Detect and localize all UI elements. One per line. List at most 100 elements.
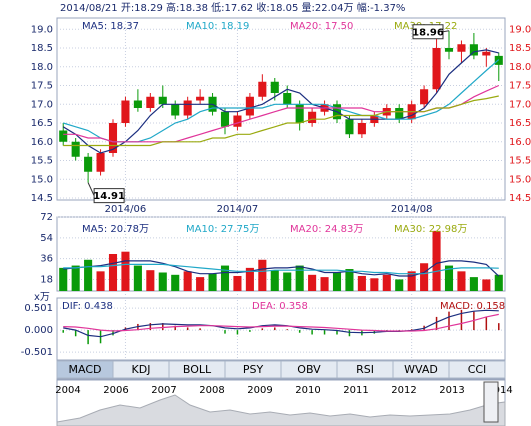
legend-item: MA30: 22.98万 — [394, 224, 467, 235]
tab-label[interactable]: WVAD — [404, 363, 438, 376]
header: 2014/08/21 开:18.29 高:18.38 低:17.62 收:18.… — [60, 1, 405, 14]
y-tick-label: 18.5 — [31, 43, 53, 54]
volume-bar — [258, 259, 267, 291]
y-tick-label: 54 — [40, 233, 53, 244]
range-handle[interactable] — [483, 381, 499, 423]
candle-body — [220, 111, 230, 127]
legend-item: DIF: 0.438 — [62, 301, 113, 312]
macd-line — [63, 309, 499, 338]
y-tick-label: 0.501 — [24, 303, 53, 314]
volume-bar — [469, 277, 478, 291]
candle-body — [59, 130, 68, 142]
candle-body — [121, 100, 130, 123]
y2-tick-label: 15.5 — [509, 156, 531, 167]
tab-label[interactable]: PSY — [243, 363, 264, 376]
tab-label[interactable]: KDJ — [132, 363, 151, 376]
volume-bar — [444, 265, 454, 291]
year-label: 2014 — [487, 385, 512, 396]
candle-body — [258, 81, 267, 97]
volume-unit: x万 — [34, 292, 50, 303]
volume-bar — [146, 270, 155, 291]
volume-bar — [183, 271, 192, 291]
volume-bar — [208, 273, 217, 291]
y-tick-label: 17.0 — [31, 99, 53, 110]
y-tick-label: 14.5 — [31, 193, 53, 204]
legend-item: MA10: 27.75万 — [186, 224, 259, 235]
candle-body — [482, 51, 491, 56]
volume-bar — [395, 279, 404, 291]
year-label: 2009 — [247, 385, 272, 396]
volume-bar — [320, 277, 329, 291]
volume-bar — [457, 271, 466, 291]
candle-body — [158, 96, 167, 105]
y2-tick-label: 15.0 — [509, 174, 531, 185]
volume-bar — [233, 275, 242, 291]
tab-label[interactable]: OBV — [297, 363, 321, 376]
y-tick-label: 19.0 — [31, 24, 53, 35]
legend-item: MA5: 20.78万 — [82, 224, 149, 235]
candle-body — [308, 111, 317, 123]
volume-bar — [171, 274, 180, 291]
candle-body — [295, 104, 304, 123]
candle-body — [96, 153, 105, 172]
volume-bar — [59, 267, 68, 291]
year-label: 2013 — [439, 385, 464, 396]
volume-bar — [370, 278, 379, 291]
tab-label[interactable]: MACD — [69, 363, 102, 376]
volume-bar — [270, 270, 279, 291]
annotation-box — [93, 188, 125, 204]
candle-body — [270, 81, 279, 93]
ma-line — [63, 95, 499, 147]
volume-bar — [432, 230, 441, 291]
candle-body — [420, 89, 429, 105]
legend-item: MA10: 18.19 — [186, 21, 249, 32]
year-label: 2007 — [151, 385, 176, 396]
volume-ma-line — [63, 260, 500, 277]
ma-line — [62, 49, 499, 154]
y-tick-label: 18 — [40, 274, 53, 285]
legend-item: MA20: 17.50 — [290, 21, 353, 32]
candle-body — [84, 156, 93, 172]
y2-tick-label: 18.0 — [509, 62, 531, 73]
year-label: 2010 — [295, 385, 320, 396]
legend-item: MA5: 18.37 — [82, 21, 139, 32]
candle-body — [457, 44, 466, 52]
year-label: 2008 — [199, 385, 224, 396]
candle-body — [357, 123, 366, 135]
tab-label[interactable]: RSI — [356, 363, 374, 376]
tab-label[interactable]: BOLL — [183, 363, 212, 376]
candle-body — [71, 141, 80, 157]
y-tick-label: 17.5 — [31, 81, 53, 92]
volume-bar — [96, 271, 105, 291]
volume-bar — [283, 272, 292, 291]
volume-bar — [482, 279, 491, 291]
volume-bar — [345, 269, 354, 291]
annotation: 18.96 — [412, 27, 444, 38]
volume-bar — [420, 263, 429, 291]
y2-tick-label: 17.5 — [509, 81, 531, 92]
candle-body — [245, 96, 254, 116]
tab[interactable] — [448, 360, 506, 379]
y-tick-label: 15.5 — [31, 156, 53, 167]
volume-bar — [382, 274, 391, 291]
volume-panel — [56, 216, 506, 292]
x-tick-label: 2014/06 — [105, 204, 147, 215]
y2-tick-label: 16.5 — [509, 118, 531, 129]
candle-body — [183, 100, 192, 116]
y2-tick-label: 16.0 — [509, 137, 531, 148]
annotation-leader — [442, 30, 450, 33]
y2-tick-label: 14.5 — [509, 193, 531, 204]
y-tick-label: 36 — [40, 254, 53, 265]
volume-bar — [332, 272, 342, 291]
candle-body — [233, 115, 242, 127]
year-label: 2012 — [391, 385, 416, 396]
y-tick-label: 0.000 — [24, 325, 53, 336]
candle-body — [345, 119, 354, 135]
volume-bar — [494, 274, 503, 291]
candle-body — [196, 96, 205, 101]
volume-bar — [308, 274, 317, 291]
tab-label[interactable]: CCI — [468, 363, 487, 376]
legend-item: MA20: 24.83万 — [290, 224, 363, 235]
